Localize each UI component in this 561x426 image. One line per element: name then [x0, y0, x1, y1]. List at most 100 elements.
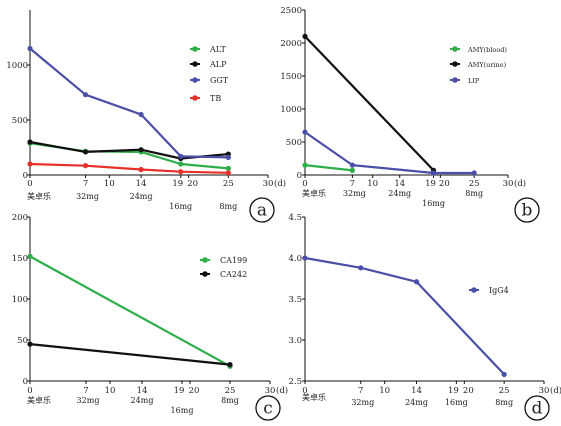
dose-label: 16mg	[169, 202, 192, 211]
panel-label: a	[257, 201, 267, 221]
panel-label: d	[532, 399, 543, 419]
data-point-ALP	[82, 149, 89, 155]
x-tick-label: 25	[223, 179, 234, 189]
series-line-CA199	[29, 255, 231, 368]
x-tick-label: 7	[358, 386, 363, 396]
y-tick-label: 2000	[280, 39, 302, 49]
legend-label: IgG4	[489, 286, 509, 295]
data-point-TB	[225, 170, 231, 176]
data-point-GGT	[225, 154, 231, 160]
x-tick-label: 0	[27, 386, 32, 396]
dose-label: 32mg	[77, 396, 100, 405]
x-tick-label: 0	[302, 386, 307, 396]
legend-marker	[192, 46, 198, 52]
legend-marker	[192, 77, 198, 83]
x-tick-label: 19	[172, 179, 183, 189]
legend-label: LIP	[468, 77, 480, 85]
x-tick-label: 19	[174, 386, 185, 396]
chart-b: 0 500 1000 1500 2000 2500 0 7 10 14 19 20 25 30 (d) 美卓乐…	[280, 6, 540, 223]
series-line-IgG4	[304, 256, 505, 376]
data-point-ALT	[178, 161, 184, 167]
legend-label: TB	[210, 94, 221, 103]
dose-label: 24mg	[405, 398, 428, 407]
legend-label: ALP	[209, 60, 227, 69]
data-point-GGT	[27, 45, 33, 52]
legend-marker	[202, 271, 208, 277]
x-tick-label: 0	[302, 179, 307, 189]
data-point-IgG4	[413, 279, 420, 285]
chart-a: 0 500 1000 0 7 10 14 19 20 25 30 (d) 美卓乐 32mg 24mg 16mg…	[6, 10, 286, 223]
x-tick-label: 30	[265, 386, 276, 396]
y-tick-label: 500	[286, 138, 302, 148]
chart-c: 0 50 100 150 200 0 7 10 14 19 20 25 30 (d) 美卓乐 32mg 24mg…	[12, 213, 288, 421]
x-tick-label: 30	[539, 386, 550, 396]
data-point-CA242	[27, 341, 33, 347]
legend-label: GGT	[210, 76, 229, 85]
x-tick-label: 20	[439, 179, 450, 189]
y-tick-label: 500	[12, 116, 28, 126]
y-tick-label: 4.0	[288, 254, 302, 264]
data-point-GGT	[82, 92, 89, 98]
x-tick-label: 14	[394, 179, 405, 189]
data-point-LIP	[349, 162, 355, 168]
data-point-ALP	[138, 147, 144, 153]
dose-label: 美卓乐	[302, 188, 326, 198]
x-axis-unit: (d)	[274, 178, 286, 189]
data-point-TB	[138, 166, 144, 173]
x-tick-label: 10	[105, 386, 116, 396]
dose-label: 24mg	[388, 189, 411, 198]
x-tick-label: 10	[104, 179, 115, 189]
panel-badge	[249, 197, 275, 223]
data-point-CA199	[27, 253, 33, 259]
x-tick-label: 0	[27, 179, 32, 189]
x-tick-label: 30	[263, 179, 274, 189]
legend-label: ALT	[209, 45, 226, 54]
dose-label: 美卓乐	[302, 392, 326, 402]
y-tick-label: 2.5	[288, 377, 302, 387]
panel-badge	[514, 197, 540, 223]
x-tick-label: 25	[469, 179, 480, 189]
legend-label: CA242	[220, 270, 247, 279]
x-tick-label: 20	[463, 386, 474, 396]
y-tick-label: 100	[12, 295, 28, 305]
dose-label: 8mg	[219, 202, 237, 211]
x-tick-label: 7	[350, 179, 355, 189]
y-tick-label: 150	[12, 254, 28, 264]
data-point-GGT	[178, 153, 184, 159]
data-point-ALT	[225, 165, 231, 171]
legend-marker	[452, 46, 458, 52]
x-tick-label: 25	[499, 386, 510, 396]
y-tick-label: 0	[297, 171, 302, 181]
data-point-AMY(blood)	[302, 162, 308, 168]
x-tick-label: 7	[83, 179, 88, 189]
series-line-AMY(urine)	[304, 35, 435, 172]
panel-badge	[255, 395, 281, 421]
y-tick-label: 3.5	[288, 295, 302, 305]
data-point-TB	[178, 169, 184, 175]
x-tick-label: 30	[503, 179, 514, 189]
legend-label: AMY(blood)	[467, 46, 507, 54]
y-tick-label: 50	[17, 336, 28, 346]
dose-label: 32mg	[76, 192, 99, 201]
legend-marker	[202, 257, 208, 263]
x-tick-label: 20	[187, 179, 198, 189]
legend-label: AMY(urine)	[467, 61, 507, 69]
x-tick-label: 14	[411, 386, 422, 396]
data-point-IgG4	[501, 371, 507, 378]
data-point-IgG4	[302, 255, 308, 261]
data-point-LIP	[430, 170, 437, 176]
dose-label: 16mg	[445, 398, 468, 407]
dose-label: 8mg	[465, 189, 483, 198]
x-tick-label: 19	[425, 179, 436, 189]
dose-label: 24mg	[130, 192, 153, 201]
y-tick-label: 1000	[6, 61, 28, 71]
legend-label: CA199	[220, 256, 247, 265]
y-tick-label: 1000	[280, 105, 302, 115]
dose-label: 美卓乐	[27, 395, 51, 405]
y-tick-label: 1500	[280, 72, 302, 82]
data-point-IgG4	[358, 265, 364, 271]
x-axis-unit: (d)	[550, 385, 561, 396]
x-tick-label: 10	[367, 179, 378, 189]
data-point-LIP	[302, 129, 308, 135]
